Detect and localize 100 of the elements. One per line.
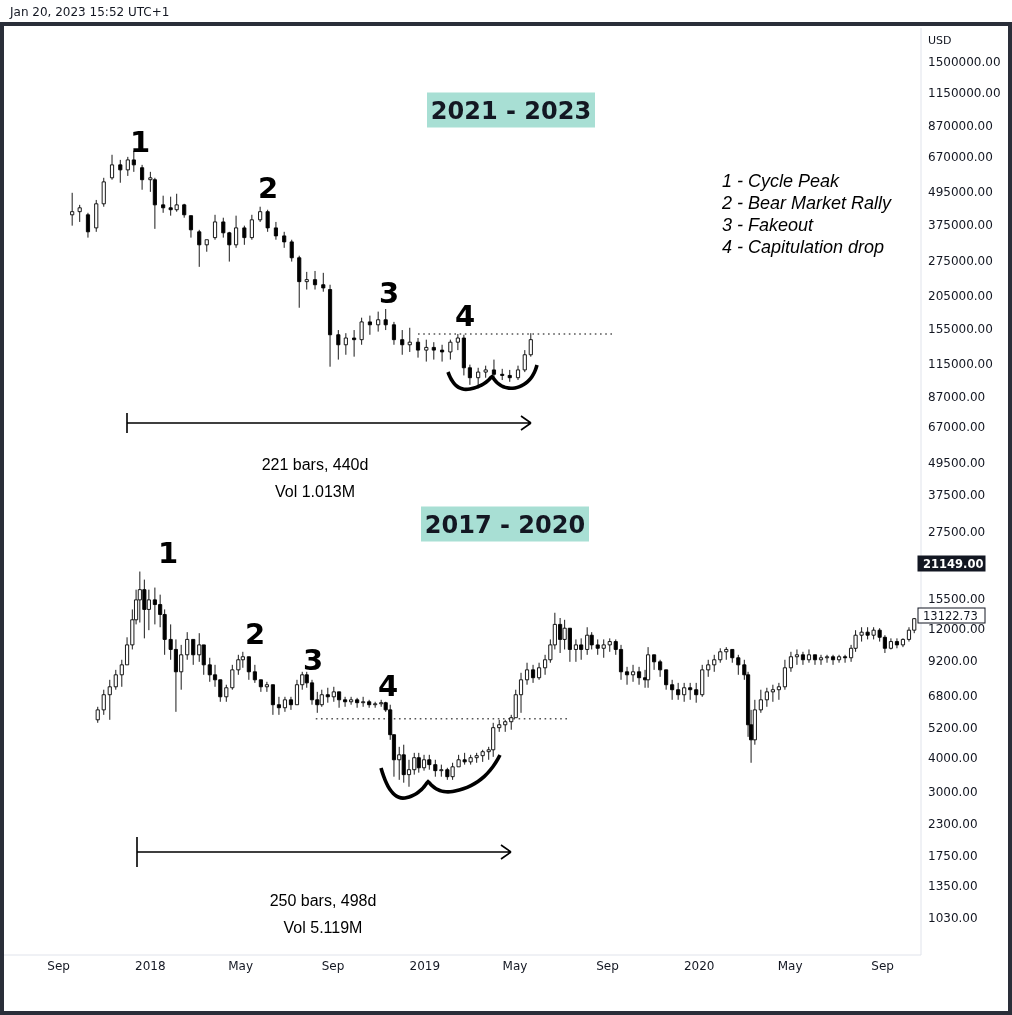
candlestick (328, 284, 333, 368)
candlestick (503, 719, 508, 733)
candlestick (242, 225, 247, 246)
annotation: 4 (377, 669, 399, 704)
candlestick (770, 684, 775, 703)
annotation: 1 - Cycle Peak (722, 171, 841, 191)
y-tick-label: 2300.00 (928, 816, 978, 831)
annotation: Vol 5.119M (283, 919, 363, 936)
y-tick-label: 870000.00 (928, 119, 993, 134)
candlestick (682, 682, 687, 703)
candlestick (367, 699, 372, 709)
candlestick (407, 327, 412, 353)
candlestick (246, 656, 251, 681)
candlestick (355, 697, 360, 709)
candlestick (249, 214, 254, 241)
candlestick (522, 349, 527, 373)
candlestick (531, 664, 536, 684)
annotation: 2 (257, 171, 279, 206)
candlestick (424, 339, 429, 363)
candlestick (806, 648, 812, 664)
y-tick-label: 9200.00 (928, 653, 978, 668)
candlestick (95, 706, 100, 724)
candlestick (712, 654, 717, 673)
candlestick (782, 659, 787, 691)
text: 21149.00 (923, 556, 984, 571)
y-tick-label: 87000.00 (928, 389, 986, 404)
y-tick-label: 670000.00 (928, 149, 993, 164)
annotation: 221 bars, 440d (261, 456, 369, 473)
y-tick-label: 12000.00 (928, 622, 986, 637)
candlestick (282, 231, 287, 249)
candlestick (325, 687, 330, 704)
annotation: 1 (157, 536, 179, 571)
x-tick-label: Sep (596, 959, 619, 973)
candlestick (518, 672, 524, 714)
candlestick (379, 699, 384, 708)
candlestick (107, 679, 112, 721)
candlestick (265, 209, 270, 233)
y-tick-label: 155000.00 (928, 321, 993, 336)
candlestick (264, 681, 269, 693)
candlestick (776, 682, 781, 701)
candlestick (431, 341, 436, 361)
candlestick (837, 654, 842, 664)
y-tick-label: 3000.00 (928, 785, 978, 800)
candlestick (161, 195, 166, 214)
annotation: Vol 1.013M (274, 483, 356, 500)
candlestick (113, 669, 118, 691)
candlestick (658, 659, 663, 678)
y-tick-label: 27500.00 (928, 524, 986, 539)
candlestick (118, 159, 123, 184)
y-tick-label: 1030.00 (928, 910, 978, 925)
candlestick (191, 638, 196, 666)
candlestick (101, 177, 106, 208)
candlestick (676, 682, 681, 701)
candlestick (336, 329, 341, 361)
text: 13122.73 (923, 608, 978, 623)
candlestick (304, 271, 309, 290)
x-tick-label: Sep (871, 959, 894, 973)
annotation: 3 - Fakeout (722, 215, 815, 235)
candlestick (694, 682, 699, 704)
candlestick (800, 651, 806, 666)
candlestick (312, 270, 318, 290)
candlestick (700, 664, 705, 698)
candlestick (415, 337, 421, 359)
candlestick (252, 664, 257, 684)
x-tick-label: May (228, 959, 253, 973)
candlestick (624, 666, 630, 686)
candlestick (497, 719, 502, 733)
candlestick (182, 203, 187, 219)
annotation: 250 bars, 498d (269, 892, 377, 909)
candlestick (524, 662, 530, 686)
y-tick-label: 495000.00 (928, 185, 993, 200)
y-axis-title: USD (928, 34, 952, 47)
candlestick (185, 631, 190, 661)
candlestick (500, 368, 505, 381)
candlestick (376, 311, 381, 333)
y-tick-label: 15500.00 (928, 592, 986, 607)
annotation: 3 (378, 276, 400, 311)
candlestick (631, 664, 636, 683)
candlestick (288, 696, 294, 711)
candlestick (440, 344, 445, 363)
candlestick (361, 696, 366, 708)
candlestick (383, 308, 388, 331)
y-tick-label: 1350.00 (928, 879, 978, 894)
candlestick (321, 272, 326, 293)
candlestick (758, 689, 763, 714)
text: Jan 20, 2023 15:52 UTC+1 (9, 5, 170, 19)
candlestick (764, 687, 769, 708)
y-tick-label: 67000.00 (928, 420, 986, 435)
x-tick-label: 2019 (409, 959, 441, 973)
x-tick-label: May (502, 959, 528, 973)
candlestick (343, 696, 348, 708)
annotation: 2 (244, 617, 266, 652)
y-tick-label: 49500.00 (928, 455, 986, 470)
annotation: 2 - Bear Market Rally (721, 193, 893, 213)
candlestick (359, 317, 364, 346)
candlestick (448, 339, 453, 361)
annotation: 2017 - 2020 (424, 510, 586, 539)
candlestick (688, 682, 693, 701)
y-tick-label: 375000.00 (928, 217, 993, 232)
candlestick (888, 637, 893, 650)
